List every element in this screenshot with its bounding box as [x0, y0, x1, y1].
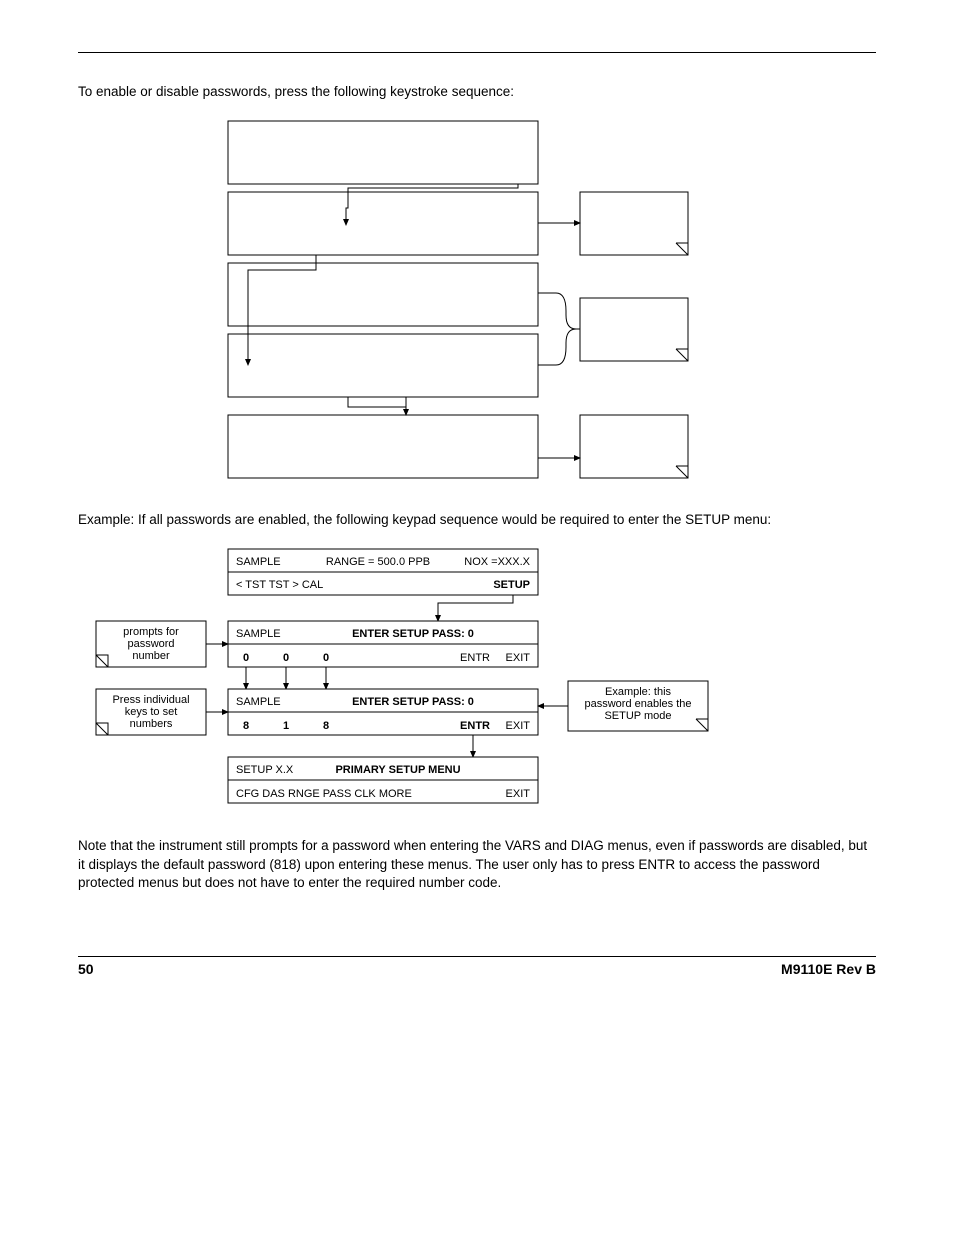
example-paragraph: Example: If all passwords are enabled, t… [78, 511, 876, 529]
rn-l2: password enables the [584, 698, 691, 710]
s2-d1: 0 [283, 652, 289, 664]
s3-d0: 8 [243, 720, 249, 732]
ln1-l1: prompts for [123, 626, 179, 638]
s1-range: RANGE = 500.0 PPB [326, 556, 430, 568]
s3-d1: 1 [283, 720, 289, 732]
ln2-l1: Press individual [112, 694, 189, 706]
doc-rev: M9110E Rev B [781, 961, 876, 977]
diagram-blank-flow [78, 115, 876, 487]
intro-paragraph: To enable or disable passwords, press th… [78, 83, 876, 101]
s4-menu: CFG DAS RNGE PASS CLK MORE [236, 788, 412, 800]
screen-3: SAMPLE ENTER SETUP PASS: 0 8 1 8 ENTR EX… [228, 689, 538, 735]
ln2-l2: keys to set [125, 706, 178, 718]
s3-d2: 8 [323, 720, 329, 732]
s3-exit: EXIT [506, 720, 531, 732]
note-box-3 [580, 415, 688, 478]
rn-l3: SETUP mode [604, 710, 671, 722]
page-number: 50 [78, 961, 94, 977]
right-note: Example: this password enables the SETUP… [568, 681, 708, 731]
note-box-2 [580, 298, 688, 361]
s2-sample: SAMPLE [236, 628, 281, 640]
ln1-l2: password [127, 638, 174, 650]
screen-4: SETUP X.X PRIMARY SETUP MENU CFG DAS RNG… [228, 757, 538, 803]
s2-d2: 0 [323, 652, 329, 664]
s1-nox: NOX =XXX.X [464, 556, 530, 568]
s4-setup: SETUP X.X [236, 764, 294, 776]
s2-d0: 0 [243, 652, 249, 664]
s4-title: PRIMARY SETUP MENU [335, 764, 460, 776]
left-note-2: Press individual keys to set numbers [96, 689, 206, 735]
s4-exit: EXIT [506, 788, 531, 800]
ln1-l3: number [132, 650, 170, 662]
s1-tst: < TST TST > CAL [236, 579, 323, 591]
s2-entr: ENTR [460, 652, 490, 664]
screen-1: SAMPLE RANGE = 500.0 PPB NOX =XXX.X < TS… [228, 549, 538, 595]
top-rule [78, 52, 876, 53]
s1-sample: SAMPLE [236, 556, 281, 568]
s2-title: ENTER SETUP PASS: 0 [352, 628, 474, 640]
ln2-l3: numbers [130, 718, 173, 730]
left-note-1: prompts for password number [96, 621, 206, 667]
diagram-labeled-flow: SAMPLE RANGE = 500.0 PPB NOX =XXX.X < TS… [78, 543, 876, 813]
s3-entr: ENTR [460, 720, 490, 732]
rn-l1: Example: this [605, 686, 672, 698]
s3-title: ENTER SETUP PASS: 0 [352, 696, 474, 708]
s3-sample: SAMPLE [236, 696, 281, 708]
s1-setup: SETUP [493, 579, 530, 591]
note-box-1 [580, 192, 688, 255]
s2-exit: EXIT [506, 652, 531, 664]
screen-2: SAMPLE ENTER SETUP PASS: 0 0 0 0 ENTR EX… [228, 621, 538, 667]
page-footer: 50 M9110E Rev B [78, 956, 876, 977]
note-paragraph: Note that the instrument still prompts f… [78, 837, 876, 892]
